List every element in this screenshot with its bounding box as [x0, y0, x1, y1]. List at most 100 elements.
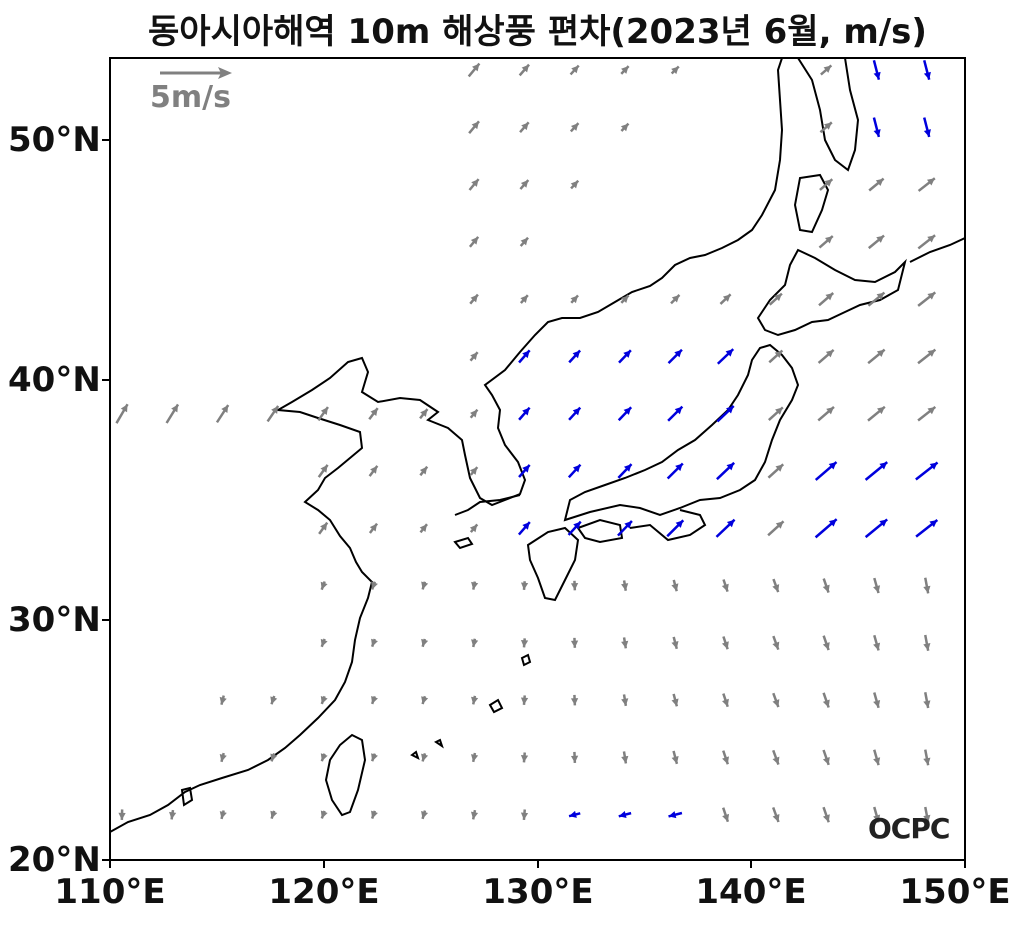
wind-arrow — [569, 64, 580, 76]
wind-arrow — [568, 406, 582, 421]
wind-arrow — [320, 810, 328, 819]
wind-arrow — [421, 810, 429, 820]
wind-arrow — [873, 692, 881, 709]
tick-marks — [102, 139, 966, 868]
wind-arrow — [567, 463, 582, 479]
wind-arrow — [568, 349, 582, 364]
x-tick-label: 150°E — [899, 872, 1011, 912]
x-tick-label: 130°E — [482, 872, 594, 912]
wind-arrow — [518, 349, 531, 364]
wind-arrow — [520, 752, 529, 763]
wind-arrow — [219, 752, 227, 763]
wind-arrow — [621, 580, 629, 591]
wind-arrows — [115, 60, 939, 823]
wind-arrow — [873, 634, 881, 651]
wind-arrow — [817, 348, 835, 364]
wind-arrow — [923, 749, 931, 766]
wind-arrow — [923, 117, 931, 138]
wind-arrow — [867, 291, 886, 307]
coastlines — [110, 58, 965, 833]
wind-arrow — [671, 693, 679, 707]
wind-arrow — [317, 406, 329, 422]
wind-arrow — [666, 519, 685, 538]
wind-arrow — [768, 292, 783, 306]
wind-arrow — [772, 578, 780, 593]
wind-arrow — [771, 807, 780, 823]
wind-arrow — [719, 293, 732, 305]
wind-arrow — [270, 810, 278, 819]
wind-arrow — [872, 117, 881, 138]
wind-arrow — [819, 121, 833, 134]
wind-arrow — [419, 523, 428, 534]
x-tick-label: 110°E — [54, 872, 166, 912]
wind-arrow — [822, 635, 830, 651]
wind-arrow — [370, 638, 378, 648]
wind-arrow — [671, 750, 679, 765]
wind-arrow — [519, 236, 529, 247]
wind-arrow — [518, 63, 530, 77]
wind-arrow — [915, 461, 939, 481]
wind-arrow — [822, 692, 830, 708]
wind-arrow — [716, 405, 735, 423]
wind-arrow — [471, 638, 479, 648]
scale-arrow — [160, 67, 232, 79]
ocpc-logo: OCPC — [868, 812, 950, 845]
wind-arrow — [670, 65, 680, 75]
wind-arrow — [814, 461, 838, 481]
wind-arrow — [923, 806, 931, 823]
wind-arrow — [468, 236, 480, 248]
wind-arrow — [471, 581, 479, 590]
wind-arrow — [570, 294, 579, 304]
wind-arrow — [873, 806, 881, 823]
wind-arrow — [867, 234, 885, 250]
wind-arrow — [215, 404, 230, 424]
wind-arrow — [567, 520, 582, 536]
wind-arrow — [721, 807, 730, 823]
wind-arrow — [868, 177, 885, 192]
wind-arrow — [915, 518, 939, 538]
wind-arrow — [722, 693, 729, 708]
wind-arrow — [470, 809, 479, 820]
wind-arrow — [118, 809, 126, 820]
wind-arrow — [923, 60, 931, 80]
x-tick-label: 140°E — [695, 872, 807, 912]
wind-arrow — [570, 580, 579, 591]
wind-arrow — [872, 60, 881, 80]
wind-arrow — [467, 62, 481, 78]
wind-arrow — [519, 121, 530, 134]
wind-arrow — [468, 178, 480, 191]
wind-arrow — [570, 751, 579, 763]
wind-arrow — [517, 521, 531, 536]
wind-arrow — [923, 634, 931, 651]
wind-arrow — [370, 810, 378, 819]
wind-arrow — [421, 581, 429, 590]
wind-arrow — [421, 695, 429, 705]
wind-arrow — [617, 463, 633, 479]
wind-arrow — [421, 753, 429, 762]
wind-arrow — [772, 692, 780, 708]
wind-arrow — [618, 811, 632, 819]
wind-arrow — [822, 806, 830, 823]
wind-arrow — [620, 65, 630, 75]
wind-arrow — [318, 521, 329, 535]
wind-arrow — [320, 581, 328, 591]
wind-arrow — [266, 405, 280, 423]
wind-arrow — [917, 177, 936, 192]
wind-arrow — [716, 348, 735, 365]
wind-arrow — [169, 809, 177, 820]
x-tick-label: 120°E — [268, 872, 380, 912]
wind-arrow — [520, 581, 529, 591]
wind-arrow — [219, 810, 227, 820]
wind-arrow — [767, 406, 784, 421]
wind-arrow — [471, 695, 479, 705]
wind-arrow — [818, 292, 835, 307]
wind-arrow — [469, 293, 479, 305]
wind-arrow — [368, 465, 379, 477]
wind-arrow — [621, 637, 629, 649]
wind-arrow — [370, 753, 378, 762]
y-tick-label: 30°N — [8, 600, 101, 640]
wind-arrow — [617, 520, 633, 537]
wind-arrow — [469, 408, 479, 419]
wind-arrow — [867, 348, 886, 365]
wind-arrow — [671, 579, 679, 592]
